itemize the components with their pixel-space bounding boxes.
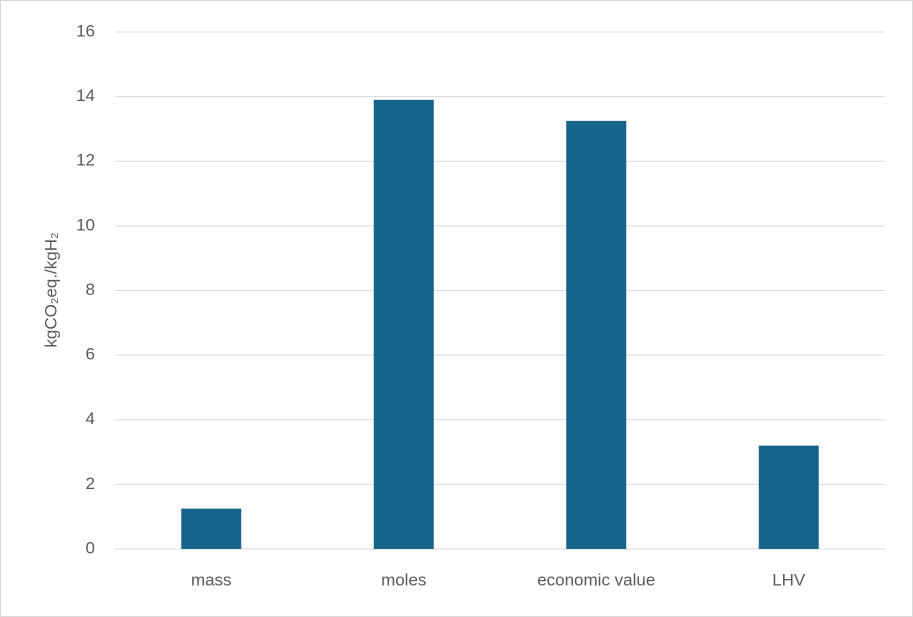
bar [373, 99, 434, 549]
bar [566, 120, 627, 549]
bar [758, 445, 819, 549]
y-tick-label: 16 [76, 21, 95, 40]
y-tick-label: 6 [86, 345, 95, 364]
y-tick-label: 0 [86, 538, 95, 557]
y-axis-title: kgCO₂eq./kgH₂ [41, 232, 60, 347]
x-tick-label: economic value [537, 570, 655, 589]
y-tick-label: 12 [76, 151, 95, 170]
bar [181, 508, 242, 549]
y-tick-label: 10 [76, 215, 95, 234]
y-tick-label: 4 [86, 409, 95, 428]
x-tick-label: LHV [772, 570, 806, 589]
y-tick-label: 14 [76, 86, 95, 105]
y-tick-label: 8 [86, 280, 95, 299]
x-tick-label: mass [191, 570, 232, 589]
x-tick-label: moles [381, 570, 426, 589]
y-tick-label: 2 [86, 474, 95, 493]
